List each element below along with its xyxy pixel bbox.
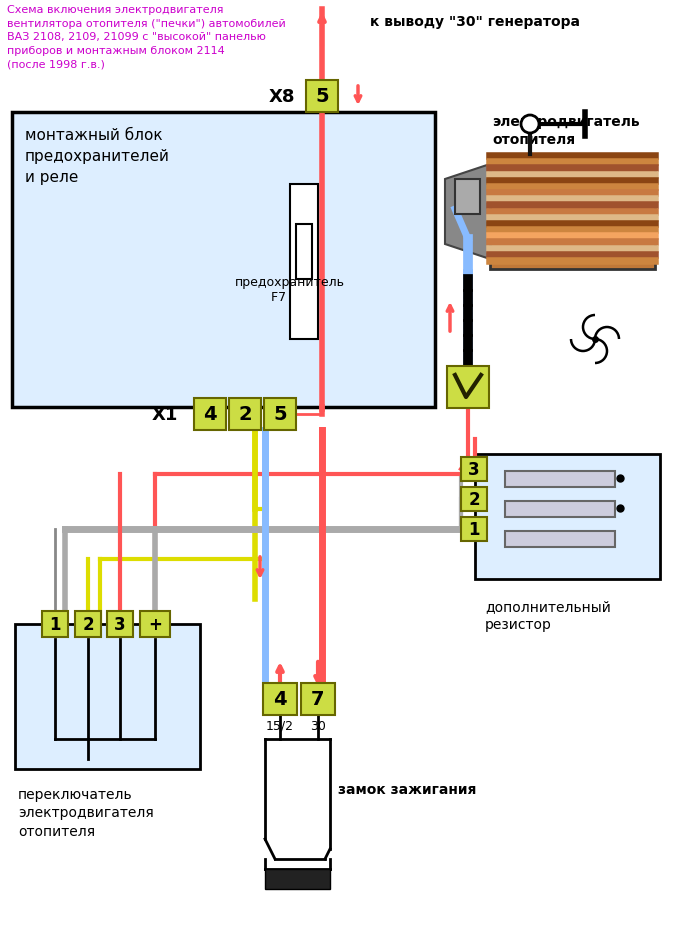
Text: 2: 2 [83,615,94,634]
Bar [505,472,615,488]
Text: 1: 1 [49,615,61,634]
Text: дополнительный
резистор: дополнительный резистор [485,599,611,632]
Bar [12,113,435,407]
Bar [229,399,261,431]
Text: электродвигатель
отопителя: электродвигатель отопителя [492,115,640,147]
Text: переключатель
электродвигателя
отопителя: переключатель электродвигателя отопителя [18,787,153,838]
Bar [263,683,297,715]
Bar [15,624,200,769]
Text: 5: 5 [315,87,329,107]
Bar [265,869,330,889]
Text: 4: 4 [273,690,287,709]
Text: 2: 2 [468,490,480,508]
Bar [107,611,133,637]
Text: монтажный блок
предохранителей
и реле: монтажный блок предохранителей и реле [25,128,170,184]
Text: 7: 7 [311,690,325,709]
Text: 4: 4 [203,405,217,424]
Text: замок зажигания: замок зажигания [338,782,476,797]
Text: Х1: Х1 [151,405,178,424]
Bar [475,455,660,579]
Text: Х8: Х8 [269,88,295,106]
Text: к выводу "30" генератора: к выводу "30" генератора [370,15,580,29]
Bar [290,184,318,340]
Circle shape [521,116,539,134]
Bar [447,367,489,408]
Bar [490,154,655,270]
Bar [264,399,296,431]
Bar [301,683,335,715]
Bar [306,80,338,113]
Text: 30: 30 [310,719,326,732]
Bar [42,611,68,637]
Bar [505,502,615,518]
Text: Схема включения электродвигателя
вентилятора отопителя ("печки") автомобилей
ВАЗ: Схема включения электродвигателя вентиля… [7,5,286,69]
Text: 1: 1 [469,520,479,538]
Polygon shape [445,165,490,259]
Bar [140,611,170,637]
Bar [75,611,101,637]
Bar [461,518,487,541]
Bar [461,488,487,511]
Text: 2: 2 [238,405,252,424]
Text: +: + [148,615,162,634]
Text: 15/2: 15/2 [266,719,294,732]
Bar [455,180,480,214]
Text: 3: 3 [114,615,125,634]
Bar [194,399,226,431]
Bar [505,532,615,548]
Text: 3: 3 [468,461,480,478]
Bar [461,458,487,481]
Bar [296,225,312,280]
Text: предохранитель
         F7: предохранитель F7 [235,276,345,303]
Text: 5: 5 [273,405,287,424]
